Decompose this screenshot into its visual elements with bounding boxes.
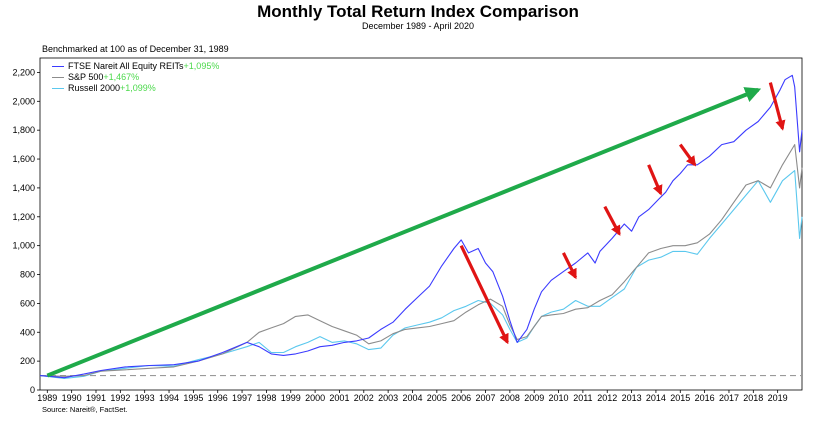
x-tick-label: 1993 (135, 393, 155, 403)
x-tick-label: 1997 (232, 393, 252, 403)
legend-label-sp500: S&P 500 (68, 72, 104, 82)
legend-pct-sp500: +1,467% (103, 72, 140, 82)
chart-subtitle: December 1989 - April 2020 (361, 21, 475, 31)
x-tick-label: 2014 (646, 393, 666, 403)
y-tick-label: 2,000 (12, 96, 35, 106)
x-tick-label: 2007 (475, 393, 495, 403)
x-tick-label: 2012 (597, 393, 617, 403)
x-tick-label: 1994 (159, 393, 179, 403)
x-tick-label: 2008 (500, 393, 520, 403)
x-tick-label: 2001 (329, 393, 349, 403)
x-tick-label: 1989 (37, 393, 57, 403)
plot-border (39, 57, 803, 391)
axes (39, 57, 803, 391)
down-arrow-2 (561, 252, 578, 280)
legend-pct-reits: +1,095% (183, 61, 220, 71)
legend-label-russell: Russell 2000 (68, 83, 121, 93)
x-tick-label: 2006 (451, 393, 471, 403)
y-tick-label: 600 (20, 298, 35, 308)
legend-label-reits: FTSE Nareit All Equity REITs (68, 61, 184, 71)
down-arrow-3 (603, 205, 621, 236)
x-tick-label: 2018 (743, 393, 763, 403)
x-tick-label: 2010 (549, 393, 569, 403)
y-tick-label: 1,200 (12, 212, 35, 222)
x-tick-label: 1995 (183, 393, 203, 403)
annotation-arrows (46, 82, 786, 378)
legend-pct-russell: +1,099% (120, 83, 156, 93)
x-tick-label: 2004 (402, 393, 422, 403)
x-tick-label: 1991 (86, 393, 106, 403)
x-tick-label: 2011 (573, 393, 592, 403)
legend: FTSE Nareit All Equity REITs +1,095% S&P … (52, 61, 219, 94)
y-tick-label: 2,200 (12, 67, 35, 77)
x-tick-label: 2009 (524, 393, 544, 403)
x-tick-label: 1999 (281, 393, 301, 403)
x-tick-label: 1998 (256, 393, 276, 403)
legend-swatch-russell (52, 88, 64, 89)
up-trend-arrow (46, 87, 762, 378)
legend-swatch-sp500 (52, 77, 64, 78)
y-tick-label: 0 (30, 385, 35, 395)
x-tick-label: 2013 (622, 393, 642, 403)
x-tick-label: 1996 (208, 393, 228, 403)
y-tick-label: 1,400 (12, 183, 35, 193)
y-tick-label: 200 (20, 356, 35, 366)
x-tick-label: 2002 (354, 393, 374, 403)
x-tick-label: 2000 (305, 393, 325, 403)
down-arrow-5 (678, 143, 697, 167)
x-tick-label: 2005 (427, 393, 447, 403)
y-tick-label: 1,000 (12, 241, 35, 251)
x-tick-label: 2015 (670, 393, 690, 403)
y-tick-label: 1,600 (12, 154, 35, 164)
x-tick-label: 2003 (378, 393, 398, 403)
legend-item-russell: Russell 2000 +1,099% (52, 83, 219, 94)
source-note: Source: Nareit®, FactSet. (42, 405, 128, 414)
x-tick-label: 1990 (62, 393, 82, 403)
x-tick-label: 2019 (768, 393, 788, 403)
down-arrow-4 (647, 164, 663, 196)
chart-title: Monthly Total Return Index Comparison (257, 2, 579, 21)
x-tick-label: 1992 (110, 393, 130, 403)
series-line-sp500 (39, 144, 803, 377)
series-line-russell (39, 170, 803, 380)
y-tick-label: 800 (20, 270, 35, 280)
y-tick-label: 1,800 (12, 125, 35, 135)
x-tick-label: 2017 (719, 393, 739, 403)
y-axis-ticks: 0 200 400 600 800 1,000 1,200 1,400 1,600 1,800 2,… (12, 67, 40, 395)
series-line-reits (39, 74, 803, 379)
legend-swatch-reits (52, 66, 64, 67)
y-tick-label: 400 (20, 327, 35, 337)
down-arrow-6 (768, 82, 786, 131)
legend-item-sp500: S&P 500 +1,467% (52, 72, 219, 83)
legend-item-reits: FTSE Nareit All Equity REITs +1,095% (52, 61, 219, 72)
down-arrow-1 (459, 244, 509, 345)
x-axis-ticks: 1989 1990 1991 1992 1993 1994 1995 1996 1997 1998… (37, 390, 788, 403)
x-tick-label: 2016 (695, 393, 715, 403)
benchmark-note: Benchmarked at 100 as of December 31, 19… (42, 44, 229, 54)
